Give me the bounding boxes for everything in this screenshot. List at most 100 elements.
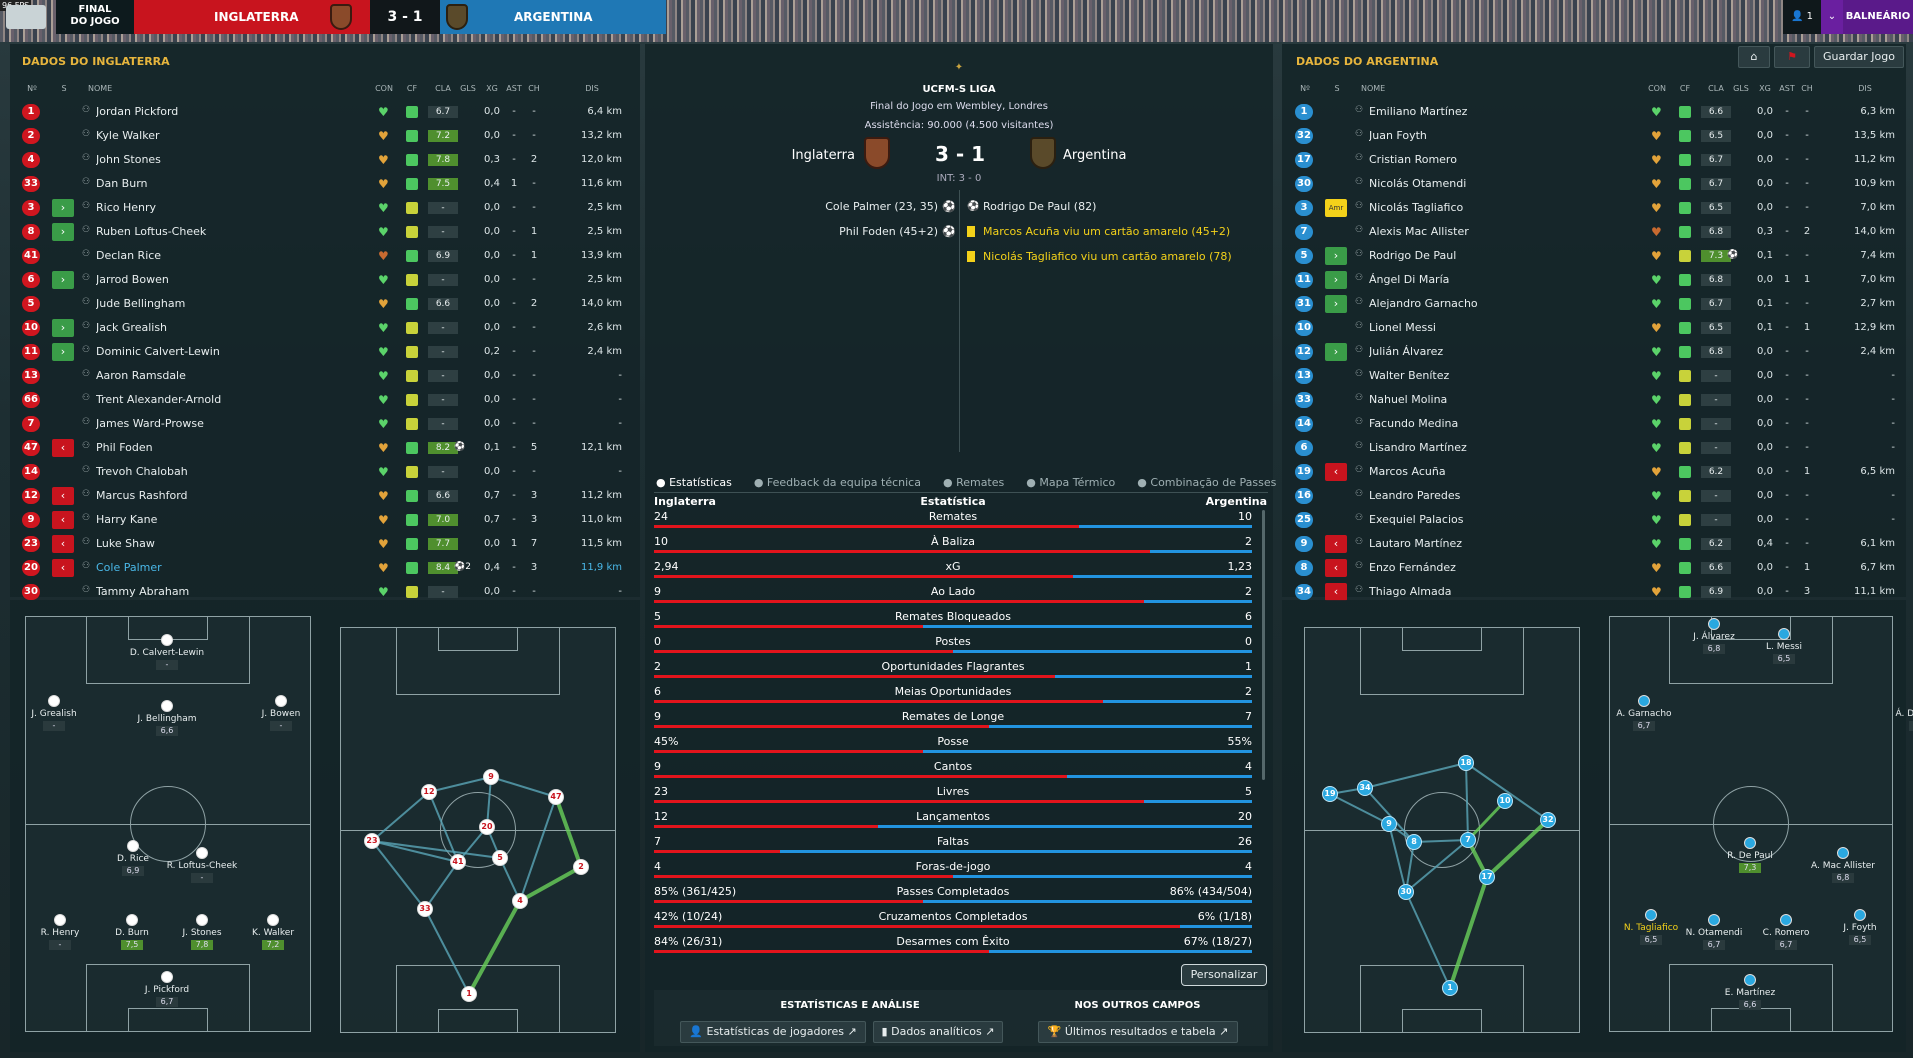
- player-rating[interactable]: 6,8: [1832, 873, 1854, 883]
- stat-ast[interactable]: -: [1785, 202, 1789, 213]
- rating-badge[interactable]: 6.6: [428, 298, 458, 310]
- distance[interactable]: 7,0 km: [1860, 274, 1895, 285]
- stat-ast[interactable]: -: [1785, 562, 1789, 573]
- stat-ast[interactable]: 1: [510, 538, 518, 549]
- stat-home-value[interactable]: 85% (361/425): [654, 885, 737, 898]
- player-marker[interactable]: [161, 700, 173, 712]
- sub-status-none[interactable]: [52, 583, 74, 601]
- fitness-icon[interactable]: [406, 250, 418, 262]
- stat-xg[interactable]: 0,4: [1757, 538, 1773, 549]
- home-button[interactable]: ⌂: [1738, 46, 1770, 68]
- stat-xg[interactable]: 0,7: [484, 490, 500, 501]
- distance[interactable]: 11,0 km: [581, 514, 622, 525]
- person-icon[interactable]: ⚇: [1355, 249, 1364, 259]
- network-node[interactable]: 5: [492, 850, 508, 866]
- player-label[interactable]: L. Messi: [1766, 642, 1802, 652]
- person-icon[interactable]: ⚇: [82, 225, 91, 235]
- player-row[interactable]: 32 ⚇ Juan Foyth ♥ 6.5 0,0 - - 13,5 km: [1295, 126, 1895, 146]
- stat-ch[interactable]: 2: [530, 154, 538, 165]
- player-label[interactable]: J. Stones: [182, 928, 222, 938]
- distance[interactable]: 12,0 km: [581, 154, 622, 165]
- stat-label[interactable]: Cruzamentos Completados: [878, 910, 1028, 923]
- sub-status-in[interactable]: ›: [52, 223, 74, 241]
- stat-ch[interactable]: -: [532, 346, 536, 357]
- condition-heart-icon[interactable]: ♥: [378, 417, 389, 431]
- shirt-number[interactable]: 14: [1295, 416, 1313, 432]
- player-name[interactable]: Nicolás Otamendi: [1369, 177, 1467, 190]
- player-name[interactable]: James Ward-Prowse: [96, 417, 204, 430]
- player-name[interactable]: John Stones: [96, 153, 161, 166]
- rating-badge[interactable]: -: [1701, 394, 1731, 406]
- stat-home-value[interactable]: 4: [654, 860, 661, 873]
- person-icon[interactable]: ⚇: [82, 105, 91, 115]
- shirt-number[interactable]: 6: [22, 272, 40, 288]
- rating-badge[interactable]: 6.7: [1701, 178, 1731, 190]
- distance[interactable]: 14,0 km: [581, 298, 622, 309]
- stat-away-value[interactable]: 0: [1245, 635, 1252, 648]
- rating-badge[interactable]: 7.5: [428, 178, 458, 190]
- condition-heart-icon[interactable]: ♥: [378, 441, 389, 455]
- person-icon[interactable]: ⚇: [1355, 321, 1364, 331]
- stat-xg[interactable]: 0,0: [1757, 418, 1773, 429]
- card-event[interactable]: Nicolás Tagliafico viu um cartão amarelo…: [983, 250, 1232, 263]
- shirt-number[interactable]: 30: [1295, 176, 1313, 192]
- condition-heart-icon[interactable]: ♥: [378, 369, 389, 383]
- stat-home-value[interactable]: 6: [654, 685, 661, 698]
- fitness-icon[interactable]: [406, 586, 418, 598]
- stat-ch[interactable]: 1: [530, 250, 538, 261]
- rating-badge[interactable]: 8.4: [428, 562, 458, 574]
- stat-row[interactable]: 2 Oportunidades Flagrantes 1: [654, 660, 1252, 685]
- condition-heart-icon[interactable]: ♥: [1651, 201, 1662, 215]
- player-rating[interactable]: -: [43, 721, 65, 731]
- rating-badge[interactable]: 7.8: [428, 154, 458, 166]
- stat-away-value[interactable]: 7: [1245, 710, 1252, 723]
- stat-away-value[interactable]: 55%: [1227, 735, 1252, 748]
- fitness-icon[interactable]: [406, 418, 418, 430]
- person-icon[interactable]: ⚇: [82, 513, 91, 523]
- stat-bar-home[interactable]: [654, 525, 1079, 528]
- distance[interactable]: 2,4 km: [587, 346, 622, 357]
- tab-mapa-t-rmico[interactable]: ● Mapa Térmico: [1026, 476, 1116, 489]
- shirt-number[interactable]: 6: [1295, 440, 1313, 456]
- stat-xg[interactable]: 0,0: [1757, 370, 1773, 381]
- fitness-icon[interactable]: [1679, 562, 1691, 574]
- stat-label[interactable]: À Baliza: [931, 535, 975, 548]
- stat-xg[interactable]: 0,1: [1757, 250, 1773, 261]
- player-name[interactable]: Jack Grealish: [96, 321, 168, 334]
- stat-ast[interactable]: 1: [510, 178, 518, 189]
- results-table-button[interactable]: 🏆 Últimos resultados e tabela ↗: [1038, 1021, 1238, 1043]
- player-name[interactable]: Julián Álvarez: [1369, 345, 1444, 358]
- stat-xg[interactable]: 0,0: [1757, 562, 1773, 573]
- rating-badge[interactable]: 6.6: [1701, 106, 1731, 118]
- distance[interactable]: 6,5 km: [1860, 466, 1895, 477]
- rating-badge[interactable]: 6.9: [1701, 586, 1731, 598]
- shirt-number[interactable]: 4: [22, 152, 40, 168]
- condition-heart-icon[interactable]: ♥: [378, 297, 389, 311]
- distance[interactable]: 12,9 km: [1854, 322, 1895, 333]
- sub-status-none[interactable]: [1325, 151, 1347, 169]
- stat-bar[interactable]: [654, 725, 1252, 728]
- stat-ch[interactable]: 3: [1803, 586, 1811, 597]
- person-icon[interactable]: ⚇: [1355, 201, 1364, 211]
- person-icon[interactable]: ⚇: [1355, 513, 1364, 523]
- rating-badge[interactable]: -: [1701, 490, 1731, 502]
- stat-bar-home[interactable]: [654, 625, 924, 628]
- condition-heart-icon[interactable]: ♥: [1651, 321, 1662, 335]
- stat-away-value[interactable]: 6% (1/18): [1197, 910, 1252, 923]
- stat-xg[interactable]: 0,0: [1757, 346, 1773, 357]
- distance[interactable]: 2,6 km: [587, 322, 622, 333]
- fitness-icon[interactable]: [1679, 418, 1691, 430]
- stat-away-value[interactable]: 1: [1245, 660, 1252, 673]
- stat-ast[interactable]: -: [512, 562, 516, 573]
- stat-ast[interactable]: -: [1785, 226, 1789, 237]
- fitness-icon[interactable]: [1679, 322, 1691, 334]
- tab-feedback-da-equipa-t-cnica[interactable]: ● Feedback da equipa técnica: [753, 476, 921, 489]
- column-header[interactable]: AST: [506, 84, 522, 93]
- player-row[interactable]: 11 › ⚇ Ángel Di María ♥ 6.8 0,0 1 1 7,0 km: [1295, 270, 1895, 290]
- chevron-down-icon[interactable]: ⌄: [1821, 0, 1843, 34]
- player-row[interactable]: 4 ⚇ John Stones ♥ 7.8 0,3 - 2 12,0 km: [22, 150, 622, 170]
- yellow-card-icon[interactable]: [967, 226, 975, 237]
- distance[interactable]: 7,4 km: [1860, 250, 1895, 261]
- player-row[interactable]: 5 ⚇ Jude Bellingham ♥ 6.6 0,0 - 2 14,0 km: [22, 294, 622, 314]
- network-node[interactable]: 4: [512, 893, 528, 909]
